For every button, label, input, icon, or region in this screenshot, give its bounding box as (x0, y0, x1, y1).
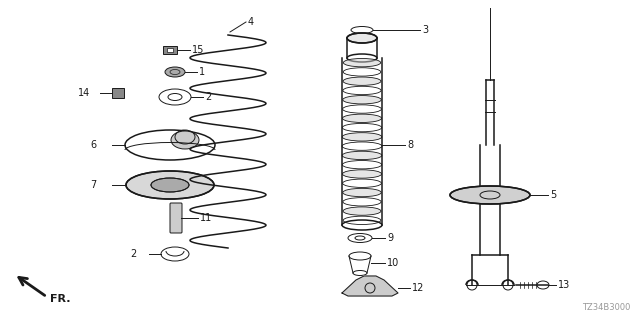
Ellipse shape (342, 170, 381, 178)
Ellipse shape (343, 207, 381, 215)
Ellipse shape (450, 186, 530, 204)
Text: 11: 11 (200, 213, 212, 223)
Text: 12: 12 (412, 283, 424, 293)
Ellipse shape (343, 188, 381, 197)
Ellipse shape (343, 77, 381, 85)
FancyBboxPatch shape (167, 48, 173, 52)
Text: 15: 15 (192, 45, 204, 55)
FancyBboxPatch shape (163, 46, 177, 54)
Text: TZ34B3000: TZ34B3000 (582, 303, 630, 312)
Ellipse shape (347, 33, 377, 43)
Text: 14: 14 (78, 88, 90, 98)
Ellipse shape (165, 67, 185, 77)
Text: 6: 6 (90, 140, 96, 150)
Text: 7: 7 (90, 180, 96, 190)
Text: 8: 8 (407, 140, 413, 150)
Ellipse shape (151, 178, 189, 192)
Text: 9: 9 (387, 233, 393, 243)
Text: 13: 13 (558, 280, 570, 290)
Text: 4: 4 (248, 17, 254, 27)
Ellipse shape (342, 114, 381, 123)
Polygon shape (342, 276, 398, 296)
FancyBboxPatch shape (170, 203, 182, 233)
Text: 2: 2 (130, 249, 136, 259)
Text: 10: 10 (387, 258, 399, 268)
Ellipse shape (342, 151, 382, 160)
Ellipse shape (126, 171, 214, 199)
Text: FR.: FR. (50, 294, 70, 304)
Ellipse shape (171, 131, 199, 149)
Text: 3: 3 (422, 25, 428, 35)
Ellipse shape (343, 59, 381, 67)
Text: 5: 5 (550, 190, 556, 200)
Text: 2: 2 (205, 92, 211, 102)
FancyBboxPatch shape (112, 88, 124, 98)
Text: 1: 1 (199, 67, 205, 77)
Ellipse shape (342, 133, 382, 141)
Ellipse shape (343, 96, 381, 104)
